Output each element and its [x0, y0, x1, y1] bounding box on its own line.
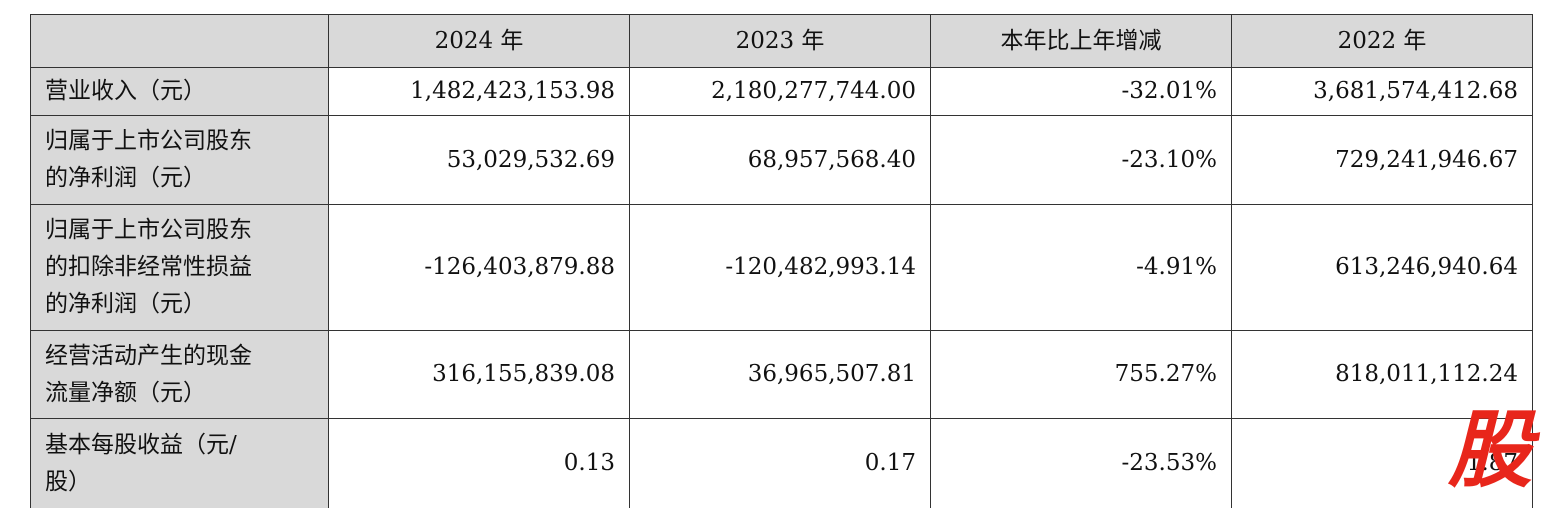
value-cell: 755.27% [930, 330, 1232, 419]
value-cell: -23.10% [930, 115, 1232, 205]
header-cell: 本年比上年增减 [930, 14, 1232, 68]
value-cell: 1.87 [1231, 418, 1533, 508]
row-label: 基本每股收益（元/股） [30, 418, 329, 508]
value-cell: 0.17 [629, 418, 931, 508]
value-cell: 0.13 [328, 418, 630, 508]
label-line: 归属于上市公司股东 [45, 128, 252, 154]
value-cell: 316,155,839.08 [328, 330, 630, 419]
table-row: 归属于上市公司股东 的扣除非经常性损益 的净利润（元） -126,403,879.88… [30, 204, 1533, 331]
row-label: 归属于上市公司股东 的净利润（元） [30, 115, 329, 205]
value-cell: -126,403,879.88 [328, 204, 630, 331]
value-cell: 1,482,423,153.98 [328, 67, 630, 116]
table-row: 归属于上市公司股东 的净利润（元） 53,029,532.69 68,957,568.… [30, 115, 1533, 205]
label-line: 股） [45, 468, 91, 495]
header-row: 2024 年 2023 年本年比上年增减 2022 年 [30, 14, 1533, 68]
label-line: 营业收入（元） [45, 78, 206, 104]
header-cell [30, 14, 329, 68]
table-row: 营业收入（元） 1,482,423,153.98 2,180,277,744.00-… [30, 67, 1533, 116]
value-cell: 36,965,507.81 [629, 330, 931, 419]
header-cell: 2023 年 [629, 14, 931, 68]
header-cell: 2022 年 [1231, 14, 1533, 68]
watermark: 股 [1448, 401, 1533, 499]
value-cell: 729,241,946.67 [1231, 115, 1533, 205]
table-row: 经营活动产生的现金 流量净额（元） 316,155,839.08 36,965,507… [30, 330, 1533, 419]
value-cell: -32.01% [930, 67, 1232, 116]
label-line: 的净利润（元） [45, 165, 206, 191]
row-label: 经营活动产生的现金 流量净额（元） [30, 330, 329, 419]
value-cell: 3,681,574,412.68 [1231, 67, 1533, 116]
value-cell: 613,246,940.64 [1231, 204, 1533, 331]
label-line: 的净利润（元） [45, 291, 206, 317]
value-cell: 2,180,277,744.00 [629, 67, 931, 116]
table-row: 基本每股收益（元/股） 0.13 0.17 -23.53% 1.87 [30, 418, 1533, 508]
header-cell: 2024 年 [328, 14, 630, 68]
value-cell: -23.53% [930, 418, 1232, 508]
label-line: 流量净额（元） [45, 379, 206, 406]
label-line: 的扣除非经常性损益 [45, 254, 252, 280]
row-label: 归属于上市公司股东 的扣除非经常性损益 的净利润（元） [30, 204, 329, 331]
table-body: 营业收入（元） 1,482,423,153.98 2,180,277,744.00-… [30, 67, 1533, 508]
row-label: 营业收入（元） [30, 67, 329, 116]
value-cell: 818,011,112.24 [1231, 330, 1533, 419]
financial-table: 2024 年 2023 年本年比上年增减 2022 年 营业收入（元） 1,482,4… [30, 14, 1533, 508]
label-line: 归属于上市公司股东 [45, 217, 252, 243]
value-cell: 53,029,532.69 [328, 115, 630, 205]
value-cell: -4.91% [930, 204, 1232, 331]
label-line: 经营活动产生的现金 [45, 342, 252, 369]
value-cell: 68,957,568.40 [629, 115, 931, 205]
value-cell: -120,482,993.14 [629, 204, 931, 331]
label-line: 基本每股收益（元/ [45, 431, 237, 458]
